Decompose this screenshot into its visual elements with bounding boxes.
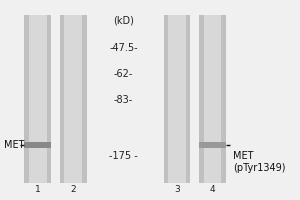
Text: -47.5-: -47.5- bbox=[109, 43, 138, 53]
Bar bbox=[60, 15, 87, 183]
Bar bbox=[24, 142, 51, 148]
Bar bbox=[164, 15, 190, 183]
Text: -83-: -83- bbox=[114, 95, 133, 105]
Text: (kD): (kD) bbox=[113, 16, 134, 26]
Text: -62-: -62- bbox=[114, 69, 133, 79]
Bar bbox=[203, 15, 221, 183]
Bar bbox=[199, 142, 226, 148]
Bar bbox=[64, 15, 82, 183]
Bar bbox=[168, 15, 186, 183]
Text: 4: 4 bbox=[210, 185, 215, 194]
Bar bbox=[24, 15, 51, 183]
Text: 2: 2 bbox=[70, 185, 76, 194]
Text: -175 -: -175 - bbox=[109, 151, 138, 161]
Text: 1: 1 bbox=[35, 185, 41, 194]
Text: MET
(pTyr1349): MET (pTyr1349) bbox=[233, 151, 286, 173]
Text: MET: MET bbox=[4, 140, 24, 150]
Bar bbox=[29, 15, 46, 183]
Bar bbox=[199, 15, 226, 183]
Text: 3: 3 bbox=[174, 185, 180, 194]
